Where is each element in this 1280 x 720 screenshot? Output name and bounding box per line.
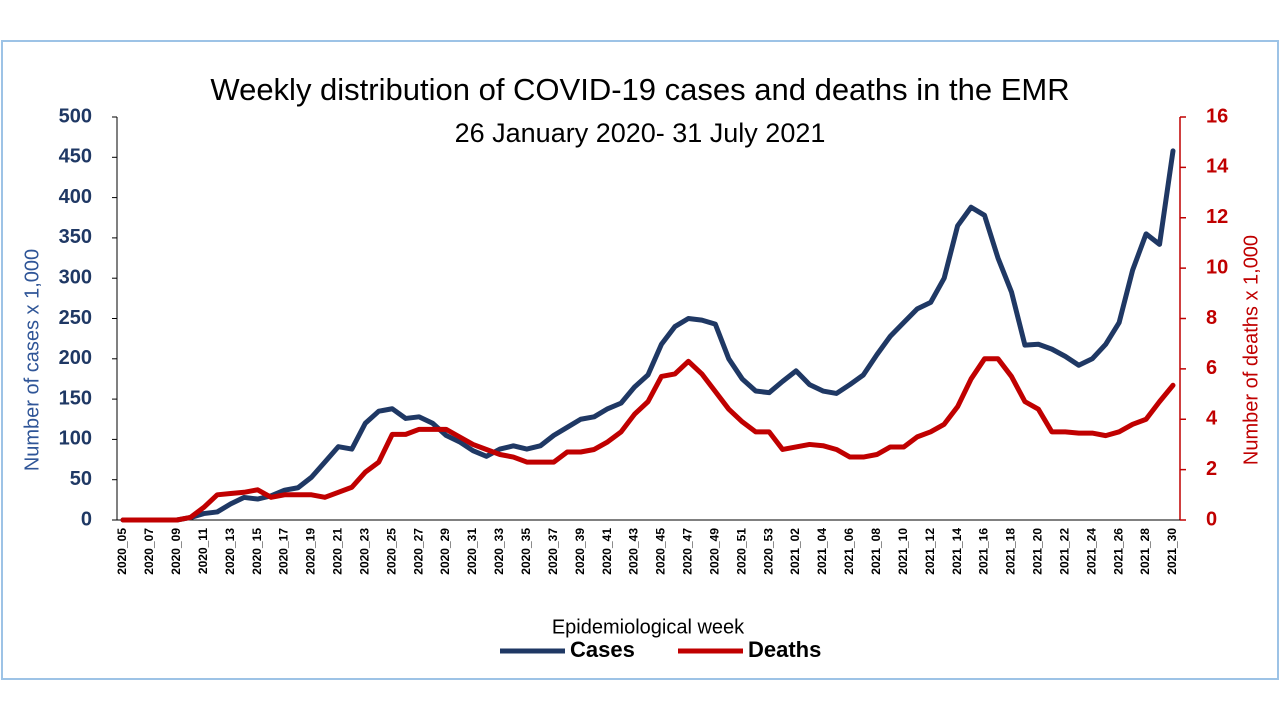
chart-title: Weekly distribution of COVID-19 cases an… — [210, 72, 1069, 107]
chart-subtitle: 26 January 2020- 31 July 2021 — [455, 118, 826, 148]
x-tick-label: 2020_21 — [331, 528, 345, 575]
y2-tick-label: 16 — [1206, 105, 1228, 127]
series-line — [120, 356, 1176, 523]
series-line — [120, 148, 1176, 523]
x-tick-label: 2020_27 — [411, 528, 425, 575]
y2-tick-label: 14 — [1206, 156, 1229, 178]
y2-tick-label: 4 — [1206, 408, 1218, 430]
x-tick-label: 2021_08 — [869, 528, 883, 575]
x-tick-label: 2020_07 — [142, 528, 156, 575]
x-tick-label: 2020_47 — [681, 528, 695, 575]
x-tick-label: 2020_49 — [707, 528, 721, 575]
x-tick-label: 2020_43 — [627, 528, 641, 575]
x-tick-label: 2020_05 — [115, 528, 129, 575]
y2-tick-label: 6 — [1206, 357, 1217, 379]
y-tick-label: 150 — [59, 387, 92, 409]
x-tick-label: 2020_51 — [734, 528, 748, 575]
x-tick-label: 2020_17 — [277, 528, 291, 575]
legend-label: Deaths — [748, 637, 821, 662]
legend-label: Cases — [570, 637, 635, 662]
x-tick-label: 2020_15 — [250, 528, 264, 575]
y-axis-title: Number of cases x 1,000 — [21, 249, 43, 471]
x-tick-label: 2020_25 — [384, 528, 398, 575]
x-tick-label: 2021_06 — [842, 528, 856, 575]
frame — [1, 40, 1279, 680]
y-tick-label: 450 — [59, 146, 92, 168]
x-tick-label: 2021_20 — [1031, 528, 1045, 575]
x-tick-label: 2021_24 — [1084, 528, 1098, 575]
x-axis-title: Epidemiological week — [552, 616, 745, 638]
x-tick-label: 2020_19 — [304, 528, 318, 575]
y-tick-label: 100 — [59, 428, 92, 450]
y2-axis-title: Number of deaths x 1,000 — [1240, 235, 1262, 465]
x-tick-label: 2020_33 — [492, 528, 506, 575]
y2-tick-label: 2 — [1206, 458, 1217, 480]
x-tick-label: 2021_10 — [896, 528, 910, 575]
y-tick-label: 50 — [70, 468, 92, 490]
x-tick-label: 2020_45 — [654, 528, 668, 575]
y-tick-label: 0 — [81, 508, 92, 530]
x-tick-label: 2020_23 — [357, 528, 371, 575]
x-tick-label: 2020_31 — [465, 528, 479, 575]
y-tick-label: 500 — [59, 105, 92, 127]
y-tick-label: 200 — [59, 347, 92, 369]
y-tick-label: 350 — [59, 226, 92, 248]
x-tick-label: 2021_30 — [1165, 528, 1179, 575]
y2-tick-label: 10 — [1206, 256, 1228, 278]
x-tick-label: 2021_04 — [815, 528, 829, 575]
x-tick-label: 2021_22 — [1057, 528, 1071, 575]
y-tick-label: 300 — [59, 266, 92, 288]
x-tick-label: 2021_26 — [1111, 528, 1125, 575]
x-tick-label: 2021_28 — [1138, 528, 1152, 575]
x-tick-label: 2020_29 — [438, 528, 452, 575]
x-tick-label: 2021_02 — [788, 528, 802, 575]
x-tick-label: 2021_16 — [977, 528, 991, 575]
x-tick-label: 2020_37 — [546, 528, 560, 575]
x-tick-label: 2020_09 — [169, 528, 183, 575]
y2-tick-label: 8 — [1206, 307, 1217, 329]
x-tick-label: 2020_35 — [519, 528, 533, 575]
x-tick-label: 2021_12 — [923, 528, 937, 575]
x-tick-label: 2020_13 — [223, 528, 237, 575]
x-tick-label: 2021_18 — [1004, 528, 1018, 575]
x-tick-label: 2021_14 — [950, 528, 964, 575]
y-tick-label: 250 — [59, 307, 92, 329]
y-tick-label: 400 — [59, 186, 92, 208]
x-tick-label: 2020_41 — [600, 528, 614, 575]
y2-tick-label: 0 — [1206, 508, 1217, 530]
x-tick-label: 2020_11 — [196, 528, 210, 574]
x-tick-label: 2020_53 — [761, 528, 775, 575]
y2-tick-label: 12 — [1206, 206, 1228, 228]
x-tick-label: 2020_39 — [573, 528, 587, 575]
